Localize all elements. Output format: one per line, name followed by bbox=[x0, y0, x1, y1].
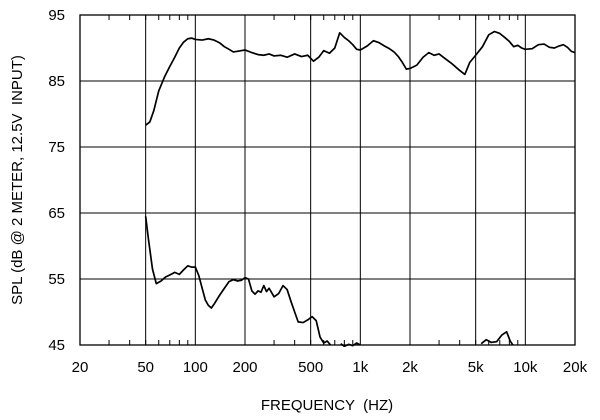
response-curve-1 bbox=[145, 30, 575, 126]
tick-labels: 20 50 100 200 500 1k 2k 5k 10k 20k 45 55 65 75 85 95 bbox=[48, 7, 587, 376]
ticks bbox=[79, 15, 576, 345]
x-tick-label: 100 bbox=[183, 359, 208, 376]
y-tick-label: 85 bbox=[48, 73, 65, 90]
x-tick-label: 20 bbox=[72, 359, 89, 376]
response-curve-2 bbox=[144, 216, 332, 346]
x-tick-label: 20k bbox=[563, 359, 588, 376]
y-axis-title: SPL (dB @ 2 METER, 12.5V INPUT) bbox=[9, 55, 26, 305]
x-tick-label: 1k bbox=[352, 359, 368, 376]
x-axis-title: FREQUENCY (HZ) bbox=[261, 397, 393, 414]
y-tick-label: 95 bbox=[48, 7, 65, 24]
x-tick-label: 50 bbox=[137, 359, 154, 376]
x-tick-label: 500 bbox=[298, 359, 323, 376]
plot-frame bbox=[79, 14, 576, 346]
x-tick-label: 5k bbox=[468, 359, 484, 376]
x-tick-label: 2k bbox=[402, 359, 418, 376]
response-curve-4 bbox=[480, 330, 514, 346]
curves bbox=[144, 30, 575, 347]
y-tick-label: 75 bbox=[48, 139, 65, 156]
x-tick-label: 10k bbox=[513, 359, 538, 376]
grid bbox=[79, 14, 576, 346]
x-tick-label: 200 bbox=[232, 359, 257, 376]
y-tick-label: 55 bbox=[48, 271, 65, 288]
y-tick-label: 45 bbox=[48, 337, 65, 354]
y-tick-label: 65 bbox=[48, 205, 65, 222]
